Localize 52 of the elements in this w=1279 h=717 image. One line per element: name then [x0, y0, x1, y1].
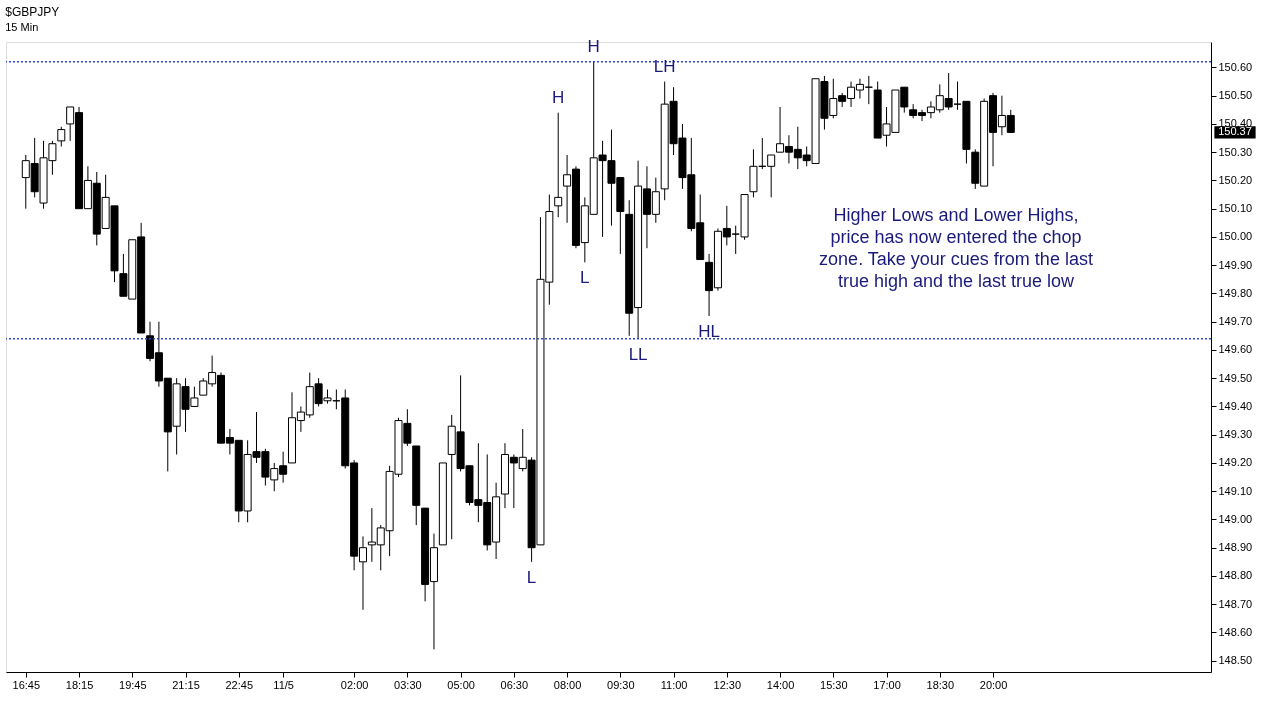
y-tick-label: 149.60	[1218, 343, 1253, 356]
y-tick-label: 148.90	[1218, 541, 1253, 554]
annotation: L	[526, 567, 537, 587]
y-tick-label: 149.40	[1218, 399, 1253, 412]
y-tick-label: 149.80	[1218, 286, 1253, 299]
annotation: LH	[653, 56, 676, 76]
annotation: HL	[698, 322, 720, 342]
y-tick-label: 149.30	[1218, 428, 1253, 441]
annotation: H	[587, 36, 600, 56]
y-tick-label: 149.10	[1218, 484, 1253, 497]
x-tick-label: 09:30	[607, 678, 635, 691]
y-tick-label: 150.10	[1218, 202, 1253, 215]
y-tick-label: 149.90	[1218, 258, 1253, 271]
candlestick	[554, 112, 563, 218]
x-tick-label: 06:30	[500, 678, 529, 691]
y-tick-label: 150.30	[1218, 145, 1253, 158]
x-tick-label: 17:00	[873, 678, 901, 691]
y-tick-label: 148.50	[1218, 654, 1253, 667]
x-tick-label: 18:30	[926, 678, 955, 691]
x-tick-label: 14:00	[766, 678, 795, 691]
y-tick-label: 150.50	[1218, 89, 1253, 102]
y-tick-label: 148.70	[1218, 597, 1253, 610]
x-tick-label: 15:30	[820, 678, 848, 691]
x-tick-label: 08:00	[553, 678, 582, 691]
y-tick-label: 150.00	[1218, 230, 1253, 243]
y-tick-label: 148.80	[1218, 569, 1253, 582]
y-tick-label: 149.20	[1218, 456, 1253, 469]
y-tick-label: 149.00	[1218, 512, 1253, 525]
x-tick-label: 12:30	[713, 678, 742, 691]
x-tick-label: 11:00	[660, 678, 688, 691]
y-tick-label: 149.70	[1218, 315, 1253, 328]
x-tick-label: 16:45	[12, 678, 41, 691]
x-tick-label: 11/5	[273, 678, 294, 691]
x-tick-label: 22:45	[225, 678, 254, 691]
annotation: LL	[628, 344, 648, 364]
y-tick-label: 150.20	[1218, 173, 1253, 186]
x-tick-label: 19:45	[119, 678, 147, 691]
x-tick-label: 05:00	[447, 678, 475, 691]
y-tick-label: 148.60	[1218, 625, 1253, 638]
annotation: L	[580, 268, 590, 288]
annotation: H	[552, 87, 565, 107]
y-tick-label: 149.50	[1218, 371, 1253, 384]
annotation: Higher Lows and Lower Highs, price has now entered the chop zone. Take your cues from the last true high and the last true low	[819, 205, 1093, 291]
chart-subtitle: 15 Min	[5, 20, 39, 33]
x-tick-label: 03:30	[394, 678, 422, 691]
x-tick-label: 21:15	[172, 678, 200, 691]
chart-title: $GBPJPY	[5, 4, 60, 19]
x-tick-label: 18:15	[65, 678, 94, 691]
x-tick-label: 02:00	[340, 678, 369, 691]
candlestick	[57, 126, 66, 148]
y-tick-label: 150.60	[1218, 60, 1253, 73]
x-tick-label: 20:00	[979, 678, 1008, 691]
